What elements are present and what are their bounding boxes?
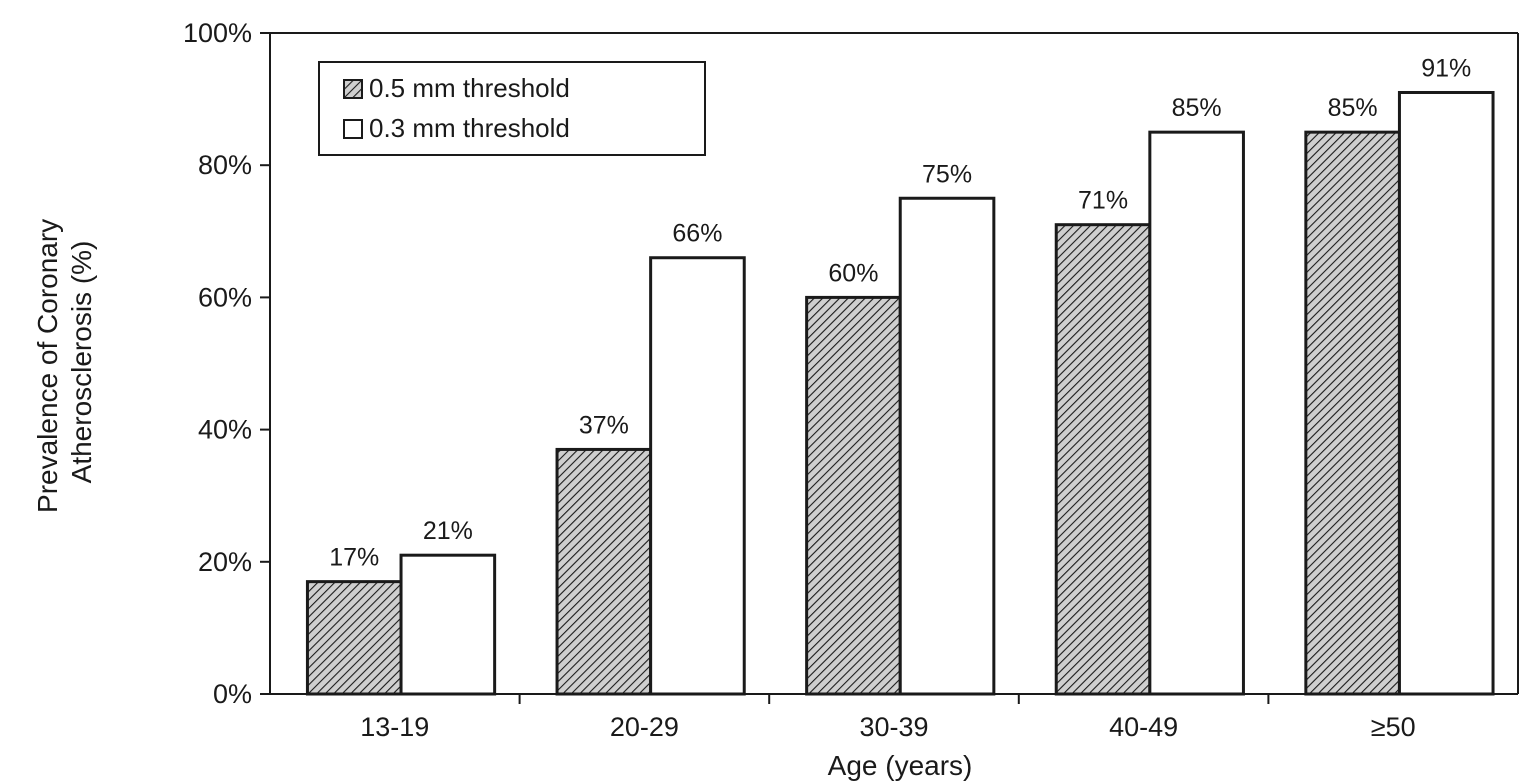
y-tick-label: 100% bbox=[183, 18, 252, 48]
y-axis-title-line-1: Prevalence of Coronary bbox=[32, 219, 63, 513]
data-label: 85% bbox=[1172, 94, 1222, 122]
data-label: 91% bbox=[1421, 54, 1471, 82]
y-tick-label: 40% bbox=[198, 415, 252, 445]
y-tick-label: 20% bbox=[198, 547, 252, 577]
data-label: 60% bbox=[828, 259, 878, 287]
y-axis-title: Prevalence of Coronary Atherosclerosis (… bbox=[32, 211, 97, 513]
y-tick-label: 80% bbox=[198, 150, 252, 180]
y-axis-title-line-2: Atherosclerosis (%) bbox=[66, 241, 97, 484]
bar-white bbox=[649, 256, 746, 696]
x-tick-label: ≥50 bbox=[1371, 712, 1416, 742]
bar-hatched bbox=[1304, 130, 1401, 696]
bars bbox=[305, 90, 1495, 696]
y-axis: 0% 20% 40% 60% 80% 100% bbox=[183, 18, 271, 709]
data-label: 71% bbox=[1078, 187, 1128, 215]
data-label: 85% bbox=[1328, 94, 1378, 122]
bar-hatched bbox=[1054, 223, 1152, 696]
x-axis: 13-19 20-29 30-39 40-49 ≥50 bbox=[270, 693, 1518, 742]
x-axis-title: Age (years) bbox=[828, 750, 973, 781]
x-tick-label: 40-49 bbox=[1109, 712, 1178, 742]
bar-white bbox=[1148, 130, 1245, 696]
legend-swatch-hatched bbox=[343, 79, 363, 99]
legend-label-0: 0.5 mm threshold bbox=[369, 73, 570, 103]
data-label: 75% bbox=[922, 160, 972, 188]
data-label: 21% bbox=[423, 517, 473, 545]
bar-white bbox=[1397, 90, 1495, 696]
x-tick-label: 30-39 bbox=[859, 712, 928, 742]
bar-white bbox=[399, 553, 497, 696]
bar-white bbox=[898, 196, 996, 696]
x-tick-label: 13-19 bbox=[360, 712, 429, 742]
data-label: 37% bbox=[579, 411, 629, 439]
bar-hatched bbox=[805, 295, 902, 696]
x-tick-label: 20-29 bbox=[610, 712, 679, 742]
legend: 0.5 mm threshold 0.3 mm threshold bbox=[318, 61, 706, 156]
data-label: 17% bbox=[329, 544, 379, 572]
y-tick-label: 0% bbox=[213, 679, 252, 709]
legend-box bbox=[318, 61, 706, 156]
legend-swatch-white bbox=[343, 119, 363, 139]
plot-frame bbox=[270, 32, 1519, 694]
legend-label-1: 0.3 mm threshold bbox=[369, 113, 570, 143]
data-labels: 17% 37% 60% 71% 85% 21% 66% 75% 85% 91% bbox=[329, 54, 1471, 571]
bar-hatched bbox=[555, 447, 653, 696]
data-label: 66% bbox=[672, 220, 722, 248]
y-tick-label: 60% bbox=[198, 282, 252, 312]
bar-hatched bbox=[305, 580, 403, 696]
